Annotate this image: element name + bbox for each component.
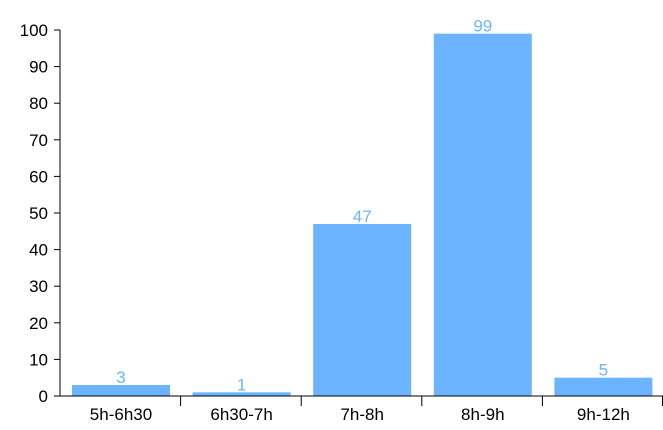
data-label: 5	[599, 361, 608, 380]
bars-group	[72, 33, 653, 396]
data-label: 99	[473, 17, 492, 36]
data-label: 1	[237, 375, 246, 394]
y-tick-label: 10	[29, 350, 48, 369]
y-tick-label: 20	[29, 314, 48, 333]
y-axis: 0 10 20 30 40 50 60 70 80 90 100	[20, 21, 61, 406]
x-tick-label: 9h-12h	[577, 405, 630, 424]
bar-5h-6h30	[72, 385, 170, 396]
bar-8h-9h	[433, 33, 532, 396]
x-tick-label: 8h-9h	[461, 405, 504, 424]
x-tick-label: 7h-8h	[340, 405, 383, 424]
y-tick-label: 50	[29, 204, 48, 223]
y-tick-label: 100	[20, 21, 48, 40]
data-label: 3	[116, 368, 125, 387]
y-tick-label: 60	[29, 167, 48, 186]
y-tick-label: 0	[39, 387, 48, 406]
y-tick-label: 40	[29, 241, 48, 260]
y-tick-label: 70	[29, 131, 48, 150]
data-label: 47	[353, 207, 372, 226]
x-tick-label: 6h30-7h	[210, 405, 272, 424]
bar-9h-12h	[554, 377, 653, 396]
bar-6h30-7h	[192, 392, 291, 396]
y-tick-label: 80	[29, 94, 48, 113]
x-axis: 5h-6h30 6h30-7h 7h-8h 8h-9h 9h-12h	[54, 395, 663, 424]
data-labels-group: 3 1 47 99 5	[116, 17, 608, 395]
y-tick-label: 30	[29, 277, 48, 296]
y-tick-label: 90	[29, 58, 48, 77]
bar-7h-8h	[313, 223, 412, 396]
x-tick-label: 5h-6h30	[90, 405, 152, 424]
